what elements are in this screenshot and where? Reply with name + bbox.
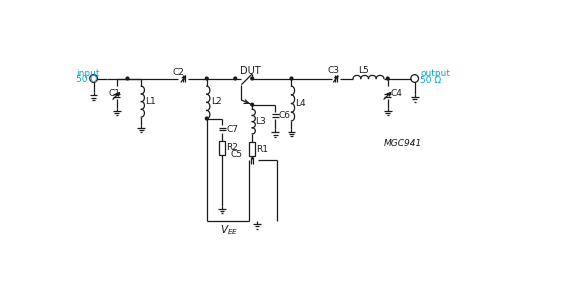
Circle shape [251, 77, 254, 80]
Circle shape [206, 117, 208, 120]
Circle shape [234, 77, 237, 80]
Text: DUT: DUT [240, 66, 260, 76]
Text: C7: C7 [226, 125, 238, 134]
Text: output: output [420, 69, 450, 78]
Text: C5: C5 [231, 150, 243, 159]
Text: $V_{EE}$: $V_{EE}$ [220, 223, 238, 237]
Text: 50 Ω: 50 Ω [76, 75, 97, 84]
Text: L5: L5 [358, 66, 370, 75]
Text: C6: C6 [279, 111, 290, 120]
Circle shape [290, 77, 293, 80]
Text: C2: C2 [172, 68, 184, 77]
Text: C1: C1 [108, 89, 120, 98]
Text: R1: R1 [256, 145, 268, 154]
Text: input: input [76, 69, 99, 78]
Text: C4: C4 [391, 89, 403, 98]
Text: 50 Ω: 50 Ω [420, 76, 441, 85]
Text: L3: L3 [255, 117, 266, 126]
Text: L4: L4 [295, 99, 306, 108]
Text: MGC941: MGC941 [384, 140, 422, 148]
Bar [219, 141, 225, 155]
Circle shape [386, 77, 389, 80]
Text: L1: L1 [145, 97, 156, 106]
Text: R2: R2 [226, 143, 238, 152]
Circle shape [206, 77, 208, 80]
Text: L2: L2 [211, 97, 221, 106]
Circle shape [126, 77, 129, 80]
Text: C3: C3 [328, 66, 340, 75]
Bar [249, 142, 255, 156]
Circle shape [251, 103, 254, 106]
